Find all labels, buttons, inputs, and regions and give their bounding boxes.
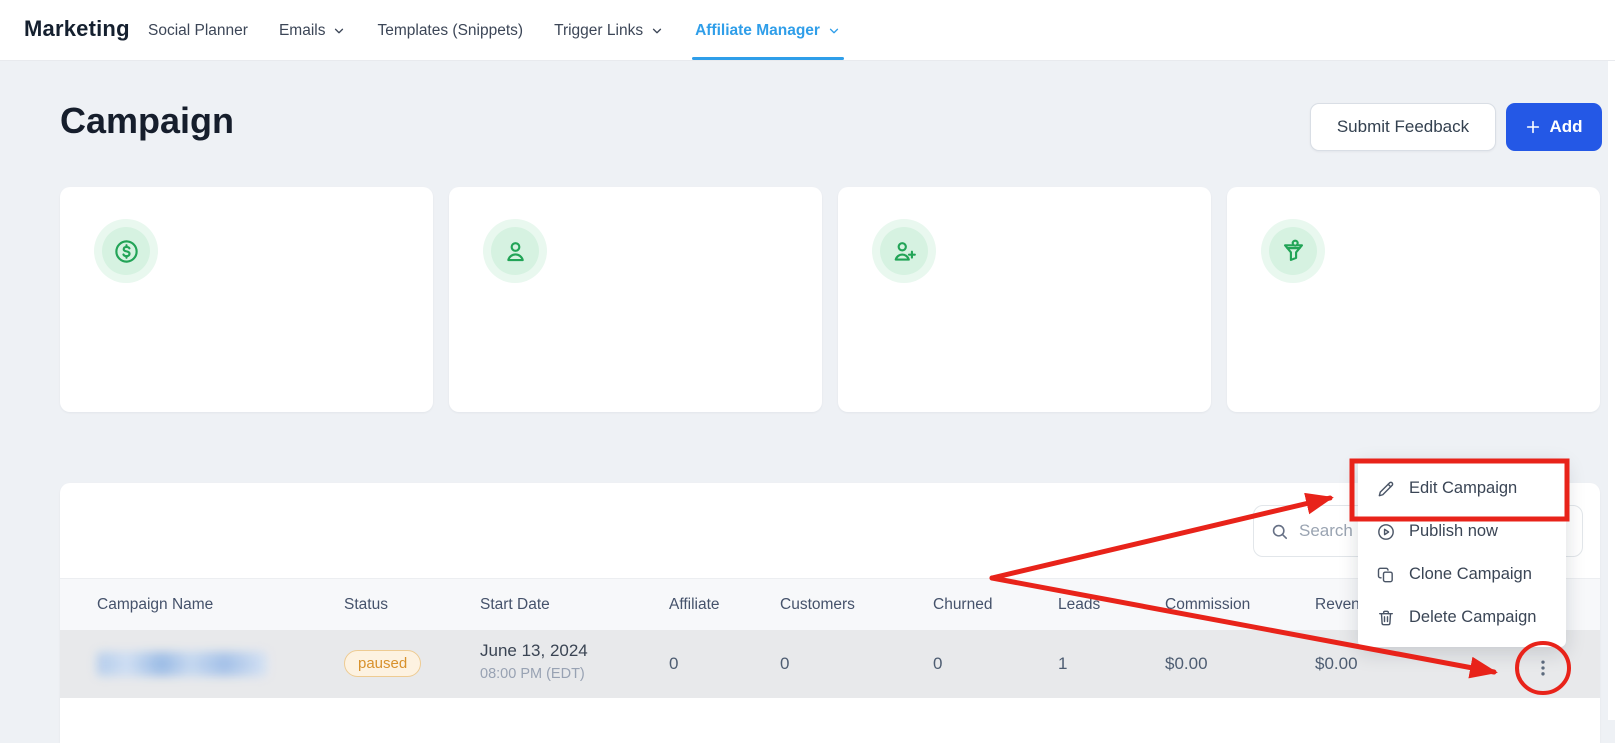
start-time-value: 08:00 PM (EDT) — [480, 666, 585, 682]
stat-icon-halo — [483, 219, 547, 283]
user-plus-icon — [880, 227, 928, 275]
menu-item-label: Delete Campaign — [1409, 608, 1537, 626]
chevron-down-icon — [652, 28, 662, 33]
column-header-commission[interactable]: Commission — [1165, 596, 1251, 613]
menu-item-label: Edit Campaign — [1409, 479, 1518, 497]
leads-count: 1 — [1058, 654, 1068, 673]
status-badge: paused — [344, 650, 422, 677]
submit-feedback-label: Submit Feedback — [1336, 117, 1470, 136]
user-icon — [491, 227, 539, 275]
menu-item-label: Clone Campaign — [1409, 565, 1532, 583]
churned-count: 0 — [933, 654, 943, 673]
chevron-down-icon — [829, 28, 839, 33]
tab-label: Affiliate Manager — [695, 21, 820, 39]
column-header-churned[interactable]: Churned — [933, 596, 993, 613]
chevron-down-icon — [335, 28, 344, 33]
pencil-icon — [1378, 481, 1394, 496]
tab-social-planner[interactable]: Social Planner — [148, 0, 248, 61]
tab-label: Social Planner — [148, 21, 248, 39]
stat-card-customers: Customers 0 — [449, 187, 822, 558]
tab-trigger-links[interactable]: Trigger Links — [554, 0, 664, 61]
revenue-value: $0.00 — [1315, 654, 1358, 673]
kebab-menu-icon — [1541, 660, 1545, 676]
column-header-customers[interactable]: Customers — [780, 596, 855, 613]
stat-card-leads: Leads 3 — [1227, 187, 1600, 558]
stat-icon-halo — [872, 219, 936, 283]
tab-label: Templates (Snippets) — [377, 21, 524, 39]
page-title: Campaign — [60, 100, 235, 141]
stat-icon-halo — [94, 219, 158, 283]
column-header-leads[interactable]: Leads — [1058, 596, 1101, 613]
top-nav: Marketing Social Planner Emails Template… — [0, 0, 1615, 61]
row-actions-kebab-button[interactable] — [1528, 653, 1558, 683]
play-circle-icon — [1378, 523, 1394, 540]
scrollbar-track[interactable] — [1608, 61, 1615, 720]
menu-item-delete-campaign[interactable]: Delete Campaign — [1358, 596, 1566, 639]
tab-affiliate-manager[interactable]: Affiliate Manager — [692, 0, 844, 61]
row-actions-context-menu: Edit Campaign Publish now Clone Campaign… — [1358, 459, 1566, 647]
nav-tabs: Social Planner Emails Templates (Snippet… — [148, 0, 844, 61]
stat-card-revenue: Revenue Generated $0.00 — [60, 187, 433, 558]
menu-item-label: Publish now — [1409, 522, 1498, 540]
column-header-affiliate[interactable]: Affiliate — [669, 596, 720, 613]
plus-icon — [1527, 120, 1540, 134]
search-icon — [1272, 524, 1288, 539]
campaign-name-blurred — [97, 652, 267, 676]
menu-item-publish-now[interactable]: Publish now — [1358, 510, 1566, 553]
column-header-start-date[interactable]: Start Date — [480, 596, 550, 613]
column-header-campaign-name[interactable]: Campaign Name — [97, 596, 214, 613]
add-campaign-button[interactable]: Add — [1506, 103, 1602, 151]
page-section-title: Marketing — [24, 16, 130, 41]
tab-label: Trigger Links — [554, 21, 644, 39]
start-date-value: June 13, 2024 — [480, 641, 588, 660]
dollar-circle-icon — [102, 227, 150, 275]
stat-icon-halo — [1261, 219, 1325, 283]
column-header-status[interactable]: Status — [344, 596, 388, 613]
tab-emails[interactable]: Emails — [279, 0, 347, 61]
menu-item-edit-campaign[interactable]: Edit Campaign — [1358, 467, 1566, 510]
tab-templates-snippets[interactable]: Templates (Snippets) — [377, 0, 523, 61]
trash-icon — [1379, 610, 1393, 625]
customers-count: 0 — [780, 654, 790, 673]
commission-value: $0.00 — [1165, 654, 1208, 673]
submit-feedback-button[interactable]: Submit Feedback — [1310, 103, 1496, 151]
menu-item-clone-campaign[interactable]: Clone Campaign — [1358, 553, 1566, 596]
stat-card-churned: Churned 0 — [838, 187, 1211, 558]
copy-icon — [1377, 567, 1393, 582]
funnel-icon — [1269, 227, 1317, 275]
add-button-label: Add — [1549, 117, 1583, 136]
affiliate-count: 0 — [669, 654, 679, 673]
tab-label: Emails — [278, 21, 326, 39]
